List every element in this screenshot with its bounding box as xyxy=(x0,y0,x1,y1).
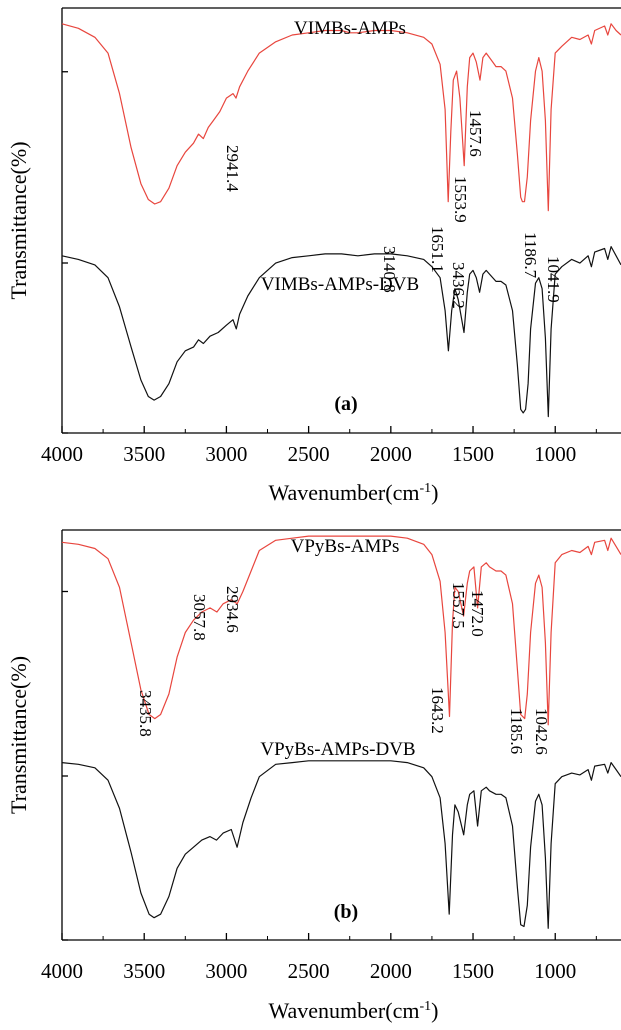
x-tick-label: 4000 xyxy=(41,959,83,983)
x-tick-label: 1500 xyxy=(452,442,494,466)
peak-annotation: 1041.9 xyxy=(544,256,563,303)
peak-annotation: 1472.0 xyxy=(468,590,487,637)
series-line-base xyxy=(61,535,621,726)
peak-annotation: 1651.1 xyxy=(428,226,447,273)
x-axis-label: Wavenumber(cm-1) xyxy=(269,480,439,505)
series-line-base xyxy=(61,23,621,212)
peak-annotation: 3057.8 xyxy=(190,594,209,641)
peak-annotation: 1457.6 xyxy=(466,110,485,157)
x-tick-label: 3500 xyxy=(123,442,165,466)
y-axis-label: Transmittance(%) xyxy=(6,656,31,814)
peak-annotation: 3435.8 xyxy=(136,690,155,737)
x-axis-label: Wavenumber(cm-1) xyxy=(269,998,439,1023)
series-label: VPyBs-AMPs-DVB xyxy=(260,739,415,760)
peak-annotation: 1643.2 xyxy=(428,687,447,734)
x-tick-label: 3500 xyxy=(123,959,165,983)
peak-annotation: 1186.7 xyxy=(521,232,540,279)
peak-annotation: 1185.6 xyxy=(507,708,526,754)
y-axis-label: Transmittance(%) xyxy=(6,141,31,299)
series-label: VIMBs-AMPs xyxy=(294,18,406,39)
peak-annotation: 1042.6 xyxy=(532,708,551,755)
x-tick-label: 1500 xyxy=(452,959,494,983)
x-tick-label: 4000 xyxy=(41,442,83,466)
x-tick-label: 3000 xyxy=(205,442,247,466)
peak-annotation: 2934.6 xyxy=(223,586,242,633)
peak-annotation: 1553.9 xyxy=(451,176,470,223)
peak-annotation: 3140.8 xyxy=(380,246,399,293)
panel-a: 4000 3500 3000 2500 2000 1500 1000 Wavenumber(c… xyxy=(6,7,621,505)
peak-annotation: 2941.4 xyxy=(223,145,242,192)
series-label: VIMBs-AMPs-DVB xyxy=(261,274,419,295)
x-tick-label: 3000 xyxy=(205,959,247,983)
x-tick-label: 2000 xyxy=(370,959,412,983)
series-label: VPyBs-AMPs xyxy=(291,536,400,557)
x-tick-label: 1000 xyxy=(534,959,576,983)
series-line-dvb xyxy=(61,246,621,418)
x-tick-label: 2500 xyxy=(288,959,330,983)
x-tick-label: 2000 xyxy=(370,442,412,466)
panel-label: (a) xyxy=(334,393,357,415)
peak-annotation: 1557.5 xyxy=(449,582,468,629)
x-tick-label: 2500 xyxy=(288,442,330,466)
panel-label: (b) xyxy=(334,901,358,923)
series-line-dvb xyxy=(61,760,621,929)
peak-annotation: 3436.2 xyxy=(449,262,468,309)
panel-b: 4000 3500 3000 2500 2000 1500 1000 Wavenumber(c… xyxy=(6,529,621,1023)
x-tick-label: 1000 xyxy=(534,442,576,466)
